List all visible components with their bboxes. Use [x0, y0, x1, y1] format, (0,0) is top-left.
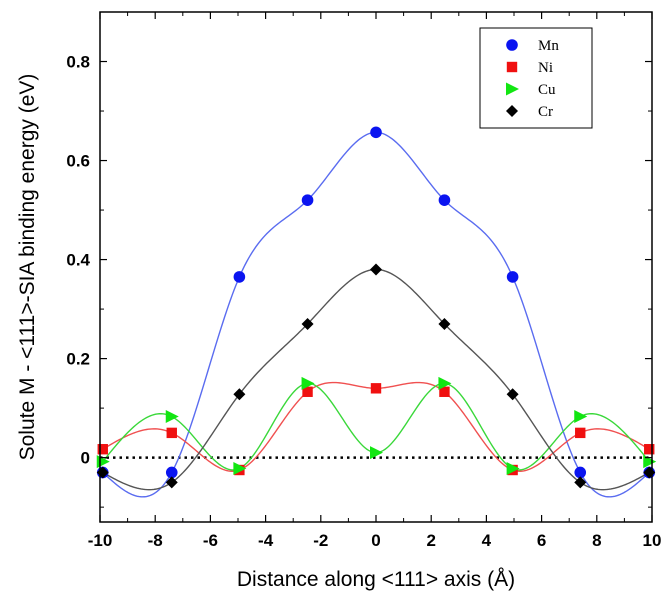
data-point-cr [574, 476, 587, 489]
y-tick-label: 0.4 [66, 251, 90, 270]
series-line-mn [102, 131, 650, 498]
x-tick-label: 2 [426, 531, 435, 550]
y-tick-label: 0.8 [66, 53, 90, 72]
x-tick-label: 0 [371, 531, 380, 550]
data-point-cu [370, 446, 383, 460]
data-point-cu [301, 376, 315, 390]
data-point-ni [575, 427, 586, 439]
legend-label-cu: Cu [538, 82, 556, 98]
x-tick-label: -8 [148, 531, 163, 550]
legend-label-ni: Ni [538, 60, 553, 76]
data-point-mn [438, 194, 451, 206]
data-point-mn [233, 271, 246, 283]
x-tick-label: 8 [592, 531, 601, 550]
data-point-mn [370, 126, 382, 139]
data-point-ni [644, 444, 655, 455]
legend-label-mn: Mn [538, 38, 559, 54]
data-point-cu [643, 455, 657, 469]
data-point-cr [301, 317, 314, 330]
data-point-ni [166, 427, 177, 439]
data-point-cr [165, 476, 178, 489]
data-point-cu [233, 462, 247, 476]
data-point-cr [233, 388, 246, 401]
tick-labels: -10 -8 -6 -4 -2 0 2 4 6 8 10 0 0.2 0.4 0.6 0.8 [66, 53, 661, 550]
series-markers [96, 126, 657, 489]
data-point-mn [301, 194, 314, 206]
data-point-cu [438, 376, 452, 390]
data-point-cr [506, 388, 519, 401]
series-lines [102, 131, 650, 498]
legend-marker-ni [506, 61, 518, 73]
axis-ticks [99, 11, 653, 522]
x-tick-label: 6 [537, 531, 546, 550]
data-point-ni [97, 444, 108, 455]
legend: Mn Ni Cu Cr [479, 27, 593, 129]
legend-marker-mn [506, 39, 518, 51]
data-point-cu [506, 462, 520, 476]
y-tick-label: 0.2 [66, 350, 90, 369]
legend-marker-cu [506, 82, 519, 96]
y-axis-title: Solute M - <111>-SIA binding energy (eV) [16, 74, 39, 461]
data-point-ni [370, 383, 382, 394]
x-tick-label: -4 [258, 531, 274, 550]
data-point-ni [302, 386, 313, 397]
x-tick-label: -6 [203, 531, 218, 550]
data-point-cu [574, 410, 588, 424]
x-tick-label: 4 [482, 531, 492, 550]
y-tick-label: 0 [81, 449, 90, 468]
data-point-mn [574, 466, 587, 479]
legend-marker-cr [506, 105, 518, 117]
x-tick-label: 10 [643, 531, 662, 550]
data-point-cu [165, 410, 179, 424]
legend-label-cr: Cr [538, 104, 553, 120]
data-point-mn [165, 466, 178, 479]
legend-box [479, 27, 593, 129]
y-tick-label: 0.6 [66, 152, 90, 171]
x-tick-label: -2 [313, 531, 328, 550]
x-tick-label: -10 [88, 531, 113, 550]
data-point-ni [439, 386, 450, 397]
x-axis-title: Distance along <111> axis (Å) [237, 568, 515, 591]
data-point-cr [438, 317, 451, 330]
data-point-mn [506, 271, 519, 283]
data-point-cr [370, 263, 382, 276]
